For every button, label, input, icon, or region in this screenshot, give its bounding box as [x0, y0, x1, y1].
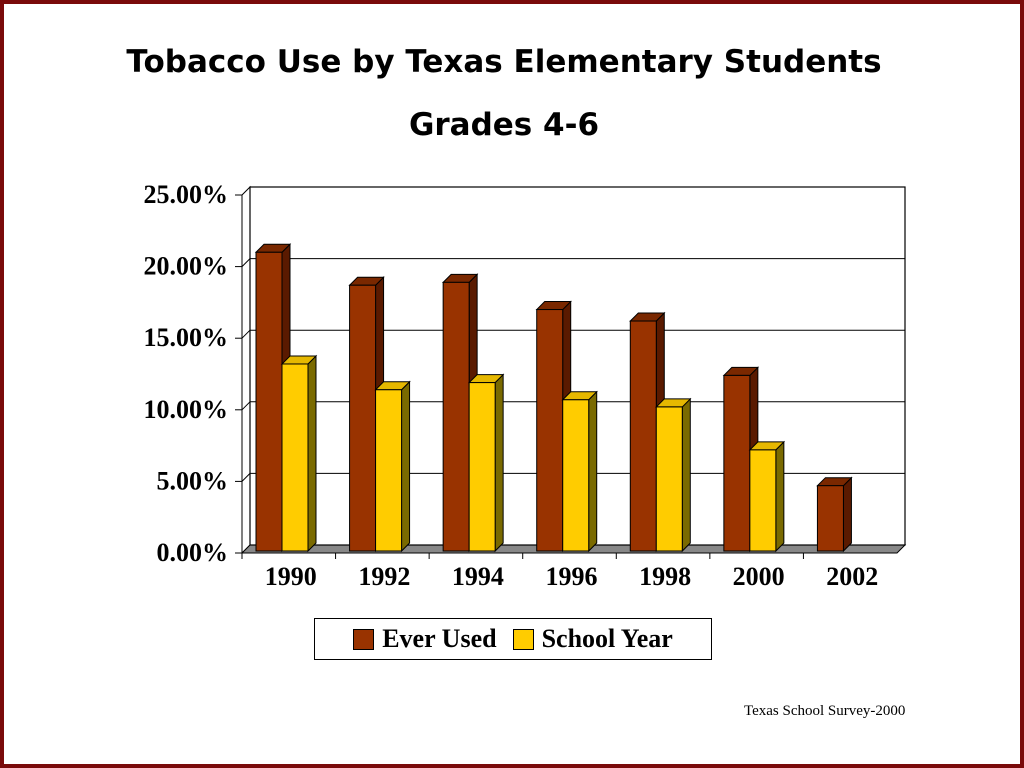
- bar-school-year-side: [588, 390, 598, 553]
- bar-ever-used: [723, 374, 751, 552]
- x-tick-label: 1992: [358, 562, 410, 591]
- bar-ever-used: [816, 485, 844, 552]
- bar-school-year: [749, 449, 777, 552]
- bar-ever-used: [629, 320, 657, 552]
- legend-label-school-year: School Year: [541, 624, 673, 653]
- x-tick-label: 2000: [733, 562, 785, 591]
- y-tick-label: 15.00%: [144, 323, 229, 352]
- x-tick-label: 1990: [265, 562, 317, 591]
- gridline-side: [241, 401, 251, 411]
- y-tick-label: 5.00%: [157, 466, 229, 495]
- bar-ever-used-side: [842, 476, 852, 553]
- bar-ever-used: [442, 281, 470, 552]
- chart-title: Tobacco Use by Texas Elementary Students: [126, 44, 882, 80]
- gridline-side: [241, 473, 251, 482]
- x-tick-label: 1998: [639, 562, 691, 591]
- bar-school-year: [468, 382, 496, 552]
- legend-item-ever-used: Ever Used: [353, 624, 497, 654]
- bar-school-year-side: [681, 397, 691, 553]
- y-tick-label: 20.00%: [144, 252, 229, 281]
- bar-school-year-side: [494, 373, 504, 553]
- bar-ever-used: [255, 251, 283, 552]
- gridline-side: [241, 258, 251, 267]
- legend-swatch-school-year: [512, 628, 534, 650]
- gridline-side: [241, 329, 251, 339]
- bar-ever-used: [349, 284, 377, 552]
- chart-legend: Ever Used School Year: [314, 618, 712, 660]
- bar-chart: 0.00% 5.00% 10.00% 15.00% 20.00% 25.00% 1990 19…: [144, 180, 907, 591]
- bar-school-year-side: [307, 354, 317, 553]
- chart-subtitle: Grades 4-6: [408, 107, 600, 143]
- bar-school-year: [655, 406, 683, 552]
- x-tick-label: 2002: [826, 562, 878, 591]
- legend-item-school-year: School Year: [512, 624, 673, 654]
- bar-school-year-side: [401, 380, 411, 553]
- y-tick-label: 10.00%: [144, 395, 229, 424]
- bar-school-year: [281, 363, 309, 552]
- y-tick-label: 0.00%: [157, 538, 229, 567]
- source-note: Texas School Survey-2000: [744, 703, 906, 719]
- bar-ever-used: [536, 309, 564, 552]
- bar-school-year: [562, 399, 590, 552]
- side-wall: [241, 185, 251, 555]
- x-tick-label: 1994: [452, 562, 504, 591]
- legend-swatch-ever-used: [353, 628, 375, 650]
- x-tick-label: 1996: [546, 562, 598, 591]
- bar-school-year: [375, 389, 403, 552]
- y-tick-label: 25.00%: [144, 180, 229, 209]
- bar-school-year-side: [775, 440, 785, 553]
- legend-label-ever-used: Ever Used: [382, 624, 497, 653]
